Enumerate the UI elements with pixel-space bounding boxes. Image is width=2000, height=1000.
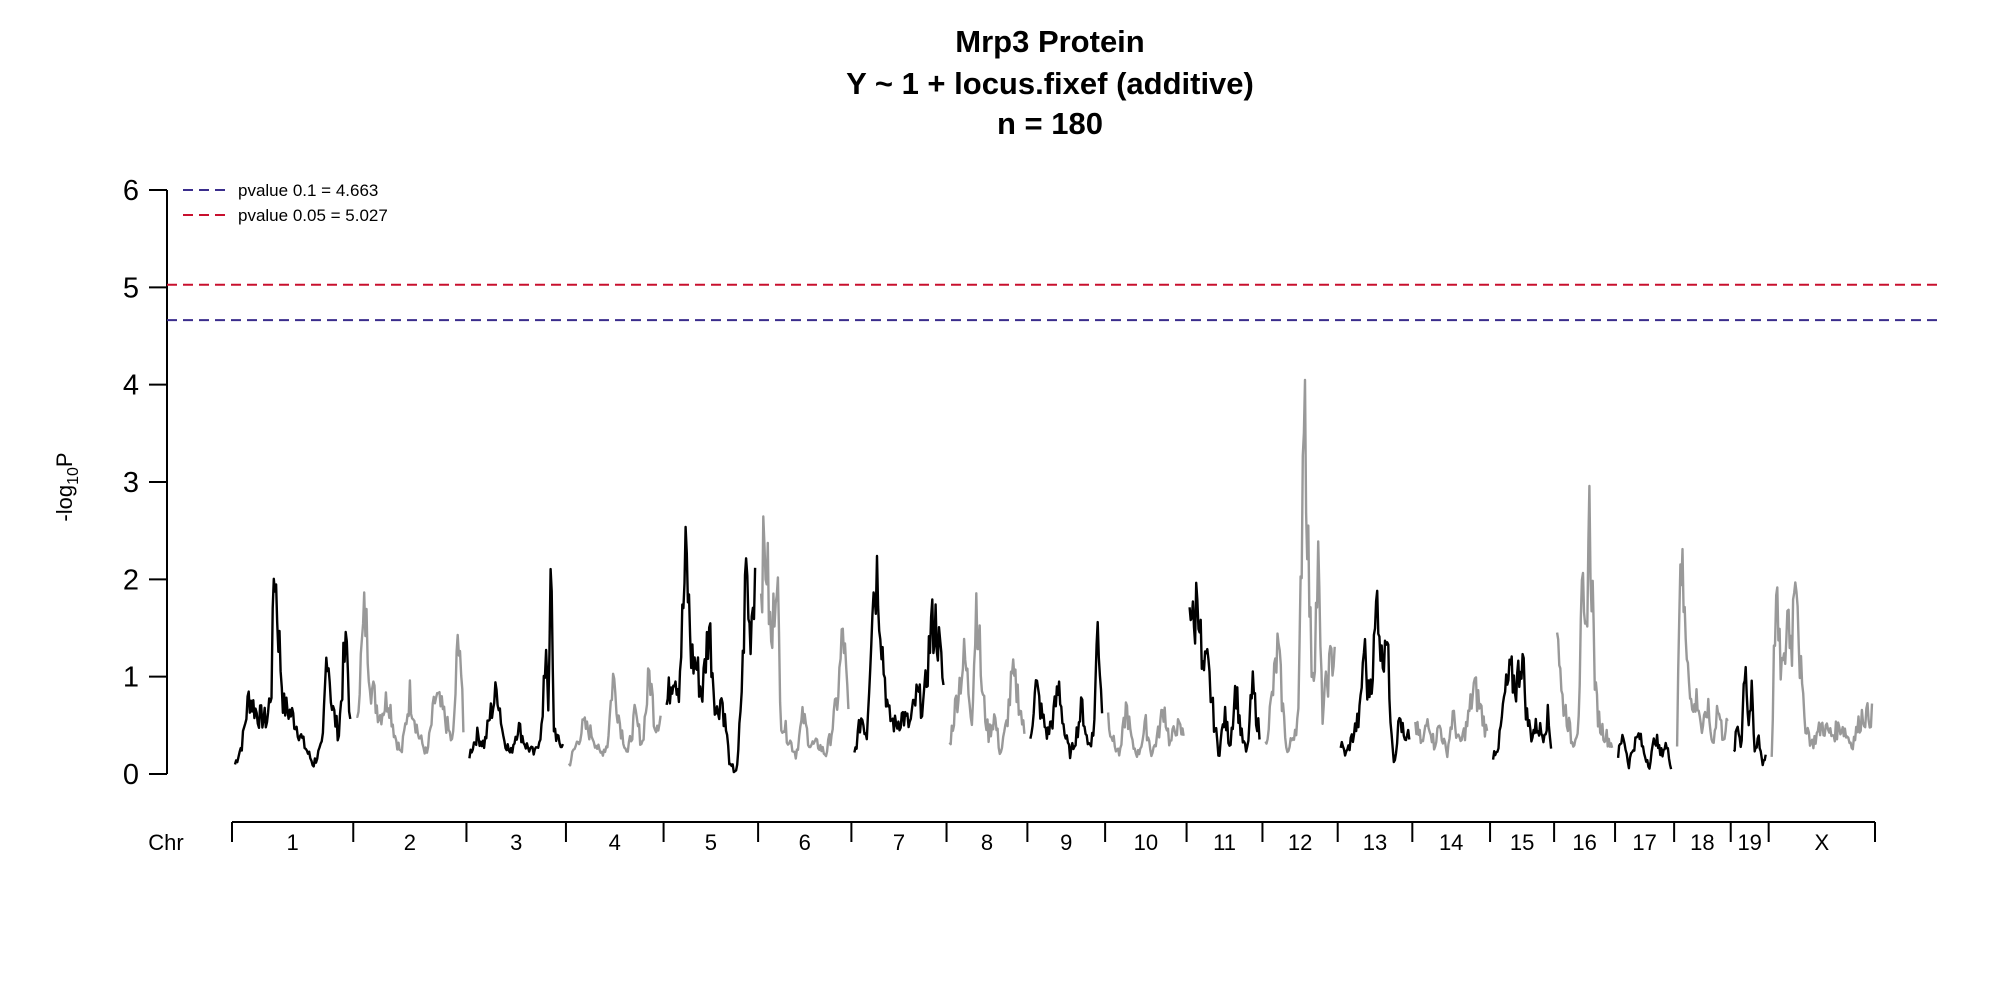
chr-14-line — [1414, 676, 1489, 759]
chr-label: 6 — [799, 830, 811, 855]
y-tick-label: 6 — [123, 175, 139, 207]
chr-8-line — [948, 592, 1026, 756]
chr-12-line — [1264, 378, 1336, 754]
legend: pvalue 0.1 = 4.663 pvalue 0.05 = 5.027 — [183, 181, 388, 225]
chr-label: 5 — [705, 830, 717, 855]
chromosome-axis: Chr 1 2 3 4 5 6 7 8 9 10 11 12 13 14 15 16 17 18 19 X — [148, 821, 1876, 855]
chr-label: 8 — [981, 830, 993, 855]
chr-16-line — [1555, 484, 1614, 749]
y-axis-label: -log10P — [52, 452, 82, 521]
chr-label: 19 — [1737, 830, 1761, 855]
chr-label: 16 — [1572, 830, 1596, 855]
chr-label: 12 — [1288, 830, 1312, 855]
chr-15-line — [1491, 652, 1553, 760]
chr-9-line — [1029, 620, 1104, 760]
chr-2-line — [356, 591, 465, 755]
chr-label: 9 — [1060, 830, 1072, 855]
chr-label: 2 — [404, 830, 416, 855]
chr-axis-prefix: Chr — [148, 830, 183, 855]
chr-label: 15 — [1510, 830, 1534, 855]
chr-4-line — [567, 667, 662, 767]
chr-label: 11 — [1213, 830, 1236, 855]
chart-title: Mrp3 Protein — [955, 24, 1144, 59]
y-tick-label: 4 — [123, 370, 139, 402]
legend-entry-label: pvalue 0.05 = 5.027 — [238, 206, 388, 225]
y-axis-label-suffix: P — [52, 452, 77, 467]
chr-10-line — [1106, 701, 1185, 758]
series-group — [233, 378, 1874, 774]
chr-label: 14 — [1439, 830, 1463, 855]
chr-13-line — [1339, 589, 1411, 764]
y-tick-label: 1 — [123, 662, 139, 694]
legend-entry-label: pvalue 0.1 = 4.663 — [238, 181, 378, 200]
y-axis-label-subscript: 10 — [65, 467, 82, 485]
y-tick-label: 5 — [123, 272, 139, 304]
threshold-lines — [167, 283, 1940, 322]
chr-label: 3 — [510, 830, 522, 855]
chr-label: 17 — [1632, 830, 1656, 855]
chr-7-line — [853, 554, 945, 753]
sample-size-label: n = 180 — [997, 106, 1103, 141]
chr-label: 10 — [1134, 830, 1158, 855]
chr-3-line — [468, 567, 565, 759]
y-tick-label: 3 — [123, 467, 139, 499]
chr-6-line — [759, 515, 850, 760]
chr-label: 13 — [1363, 830, 1387, 855]
chr-11-line — [1188, 581, 1261, 757]
chr-19-line — [1732, 665, 1767, 767]
chr-label: 1 — [287, 830, 299, 855]
chr-1-line — [233, 577, 352, 768]
chr-label: 18 — [1690, 830, 1714, 855]
chr-label: X — [1814, 830, 1829, 855]
chr-18-line — [1675, 547, 1729, 747]
chr-label: 4 — [609, 830, 621, 855]
chr-label: 7 — [893, 830, 905, 855]
chr-X-line — [1770, 581, 1874, 757]
y-axis: 0 1 2 3 4 5 6 — [123, 175, 168, 791]
chr-17-line — [1616, 732, 1673, 770]
y-tick-label: 0 — [123, 759, 139, 791]
chart-subtitle: Y ~ 1 + locus.fixef (additive) — [846, 66, 1254, 101]
y-axis-label-prefix: -log — [52, 485, 77, 522]
y-tick-label: 2 — [123, 564, 139, 596]
chr-5-line — [665, 525, 757, 774]
